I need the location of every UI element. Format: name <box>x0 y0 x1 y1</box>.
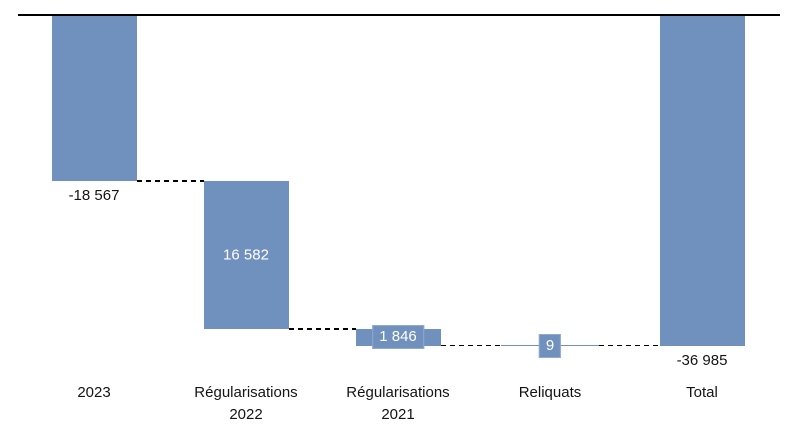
category-label-2023: 2023 <box>77 384 111 401</box>
category-label-regularisations-2021: Régularisations 2021 <box>346 384 450 423</box>
bar-2023: -18 567 <box>51 15 137 204</box>
waterfall-connector <box>288 328 356 330</box>
waterfall-connector <box>136 180 204 182</box>
bar-value-label: 16 582 <box>223 246 269 264</box>
bar-value-label: -36 985 <box>676 351 728 369</box>
waterfall-connector <box>599 344 660 346</box>
bar-regularisations-2021: 1 846 <box>355 325 441 350</box>
bar-value-label: -18 567 <box>68 187 120 205</box>
bar-value-label: 9 <box>538 333 562 358</box>
bar-total: -36 985 <box>659 15 745 369</box>
category-label-total: Total <box>686 384 718 401</box>
bar-reliquats: 9 <box>501 333 599 358</box>
waterfall-connector <box>440 344 501 347</box>
category-label-reliquats: Reliquats <box>518 384 582 401</box>
bar-regularisations-2022: 16 582 <box>203 181 289 330</box>
bar-value-label: 1 846 <box>372 325 424 350</box>
x-axis-line <box>18 14 780 16</box>
category-label-regularisations-2022: Régularisations 2022 <box>194 384 298 423</box>
